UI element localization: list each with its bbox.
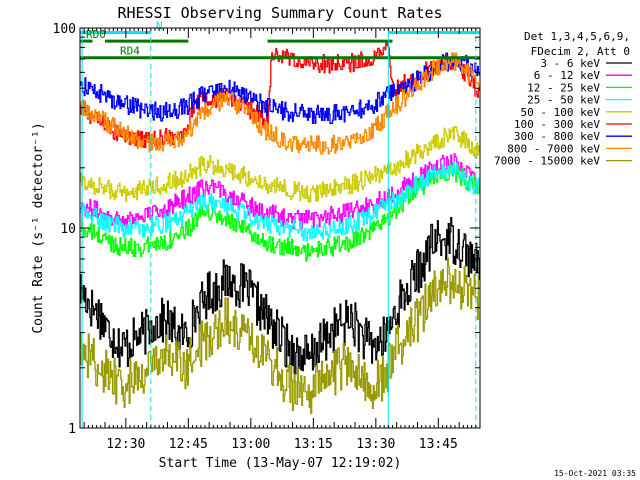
y-axis-label: Count Rate (s⁻¹ detector⁻¹)	[31, 122, 46, 333]
series-layer	[80, 41, 480, 415]
series-6-12-kev	[80, 153, 480, 230]
series-800-7000-kev	[80, 52, 480, 155]
legend-header-line: Det 1,3,4,5,6,9,	[524, 30, 630, 43]
observing-bar-label-rd4: RD4	[120, 45, 140, 58]
observing-bar-label-rd0: RD0	[86, 28, 106, 41]
y-tick-label: 10	[60, 222, 76, 237]
series-3-6-kev	[80, 217, 480, 375]
legend-label-6-12-kev: 6 - 12 keV	[534, 69, 601, 82]
legend-label-25-50-kev: 25 - 50 keV	[527, 94, 600, 107]
series-25-50-kev	[80, 161, 480, 242]
series-12-25-kev	[80, 163, 480, 262]
chart-title: RHESSI Observing Summary Count Rates	[117, 4, 442, 22]
x-tick-label: 12:30	[106, 437, 145, 452]
legend-label-7000-15000-kev: 7000 - 15000 keV	[494, 155, 600, 168]
legend-label-3-6-kev: 3 - 6 keV	[540, 57, 600, 70]
x-tick-label: 13:30	[356, 437, 395, 452]
legend-label-12-25-kev: 12 - 25 keV	[527, 81, 600, 94]
observing-bar-label-n: N	[156, 19, 163, 32]
series-50-100-kev	[80, 125, 480, 203]
axes: 12:30 12:45 13:00 13:15 13:30 13:45 1 10 100	[53, 22, 481, 452]
y-tick-label: 100	[53, 22, 76, 37]
legend-label-800-7000-kev: 800 - 7000 keV	[507, 142, 600, 155]
legend-label-300-800-kev: 300 - 800 keV	[514, 130, 600, 143]
legend-header-line: FDecim 2, Att 0	[531, 45, 630, 58]
legend-label-50-100-kev: 50 - 100 keV	[521, 106, 601, 119]
series-7000-15000-kev	[80, 257, 480, 415]
legend: Det 1,3,4,5,6,9, FDecim 2, Att 03 - 6 keV…	[494, 30, 632, 168]
x-tick-label: 13:15	[294, 437, 333, 452]
y-tick-label: 1	[68, 422, 76, 437]
observing-bars: N RD0 RD4	[80, 19, 480, 60]
footer-date: 15-Oct-2021 03:35	[554, 469, 636, 478]
x-axis-label: Start Time (13-May-07 12:19:02)	[159, 456, 402, 471]
legend-label-100-300-kev: 100 - 300 keV	[514, 118, 600, 131]
x-tick-label: 13:45	[419, 437, 458, 452]
x-tick-label: 12:45	[169, 437, 208, 452]
x-tick-label: 13:00	[231, 437, 270, 452]
series-300-800-kev	[80, 52, 480, 125]
